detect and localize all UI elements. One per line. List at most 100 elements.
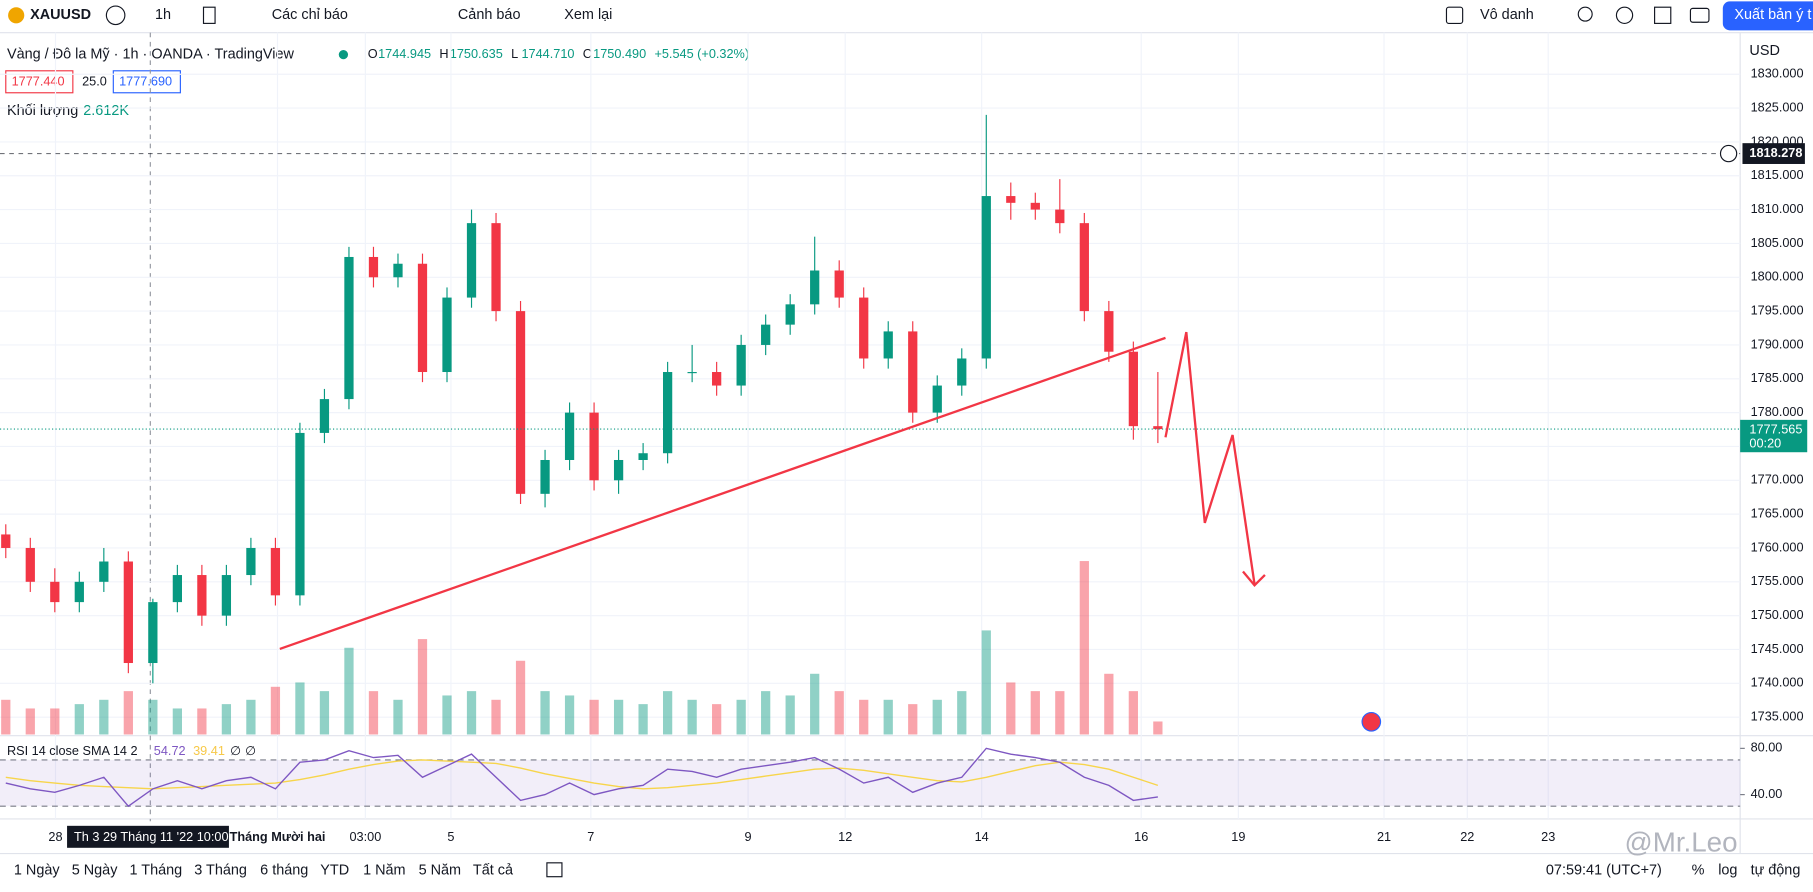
plot	[0, 32, 1745, 819]
range-button[interactable]: 1 Tháng	[130, 863, 183, 879]
auto-toggle[interactable]: tự động	[1751, 863, 1801, 879]
range-button[interactable]: 5 Ngày	[72, 863, 119, 879]
candle-body	[883, 331, 893, 359]
candle-body	[25, 547, 35, 582]
last-price-label: 1777.565	[1749, 422, 1802, 437]
candle-body	[466, 223, 477, 298]
x-tick-label: 19	[1231, 829, 1245, 844]
rsi-sma-line	[5, 759, 1159, 790]
rsi-band	[0, 759, 1741, 807]
percent-toggle[interactable]: %	[1692, 863, 1705, 879]
volume-bar	[1104, 673, 1114, 735]
volume-bar	[466, 691, 477, 735]
y-tick-label: 1740.000	[1751, 675, 1804, 690]
volume-bar	[1, 699, 11, 735]
x-tick-label: 03:00	[349, 829, 381, 844]
trend-line[interactable]	[279, 336, 1166, 651]
ohlc-key: H	[439, 46, 448, 61]
y-tick-label: 1830.000	[1751, 66, 1804, 81]
rsi-legend-value: ∅	[245, 743, 256, 758]
volume-bar	[540, 691, 550, 735]
ohlc-legend: O 1744.945 H 1750.635 L 1744.710 C 1750.490 +5.5…	[368, 46, 749, 61]
volume-bar	[957, 691, 967, 735]
range-button[interactable]: 6 tháng	[260, 863, 308, 879]
fullscreen[interactable]	[1654, 6, 1672, 24]
replay[interactable]: Xem lại	[564, 7, 612, 23]
candle-body	[736, 344, 746, 386]
x-tick-label: 12	[838, 829, 852, 844]
x-tick-label: 5	[447, 829, 454, 844]
candle-body	[908, 331, 918, 413]
settings[interactable]	[1615, 6, 1634, 24]
publish-label[interactable]: Xuất bản ý t	[1734, 7, 1811, 23]
range-button[interactable]: Tất cả	[473, 863, 514, 879]
range-button[interactable]: 3 Tháng	[194, 863, 247, 879]
volume-bar	[981, 630, 991, 735]
ohlc-value: 1750.635	[450, 46, 503, 61]
volume-bar	[589, 699, 599, 735]
snapshot[interactable]	[1689, 7, 1710, 23]
layout-name[interactable]: Vô danh	[1480, 7, 1534, 23]
currency[interactable]: USD	[1749, 43, 1779, 59]
candle-body	[1006, 196, 1016, 203]
spread: 25.0	[82, 74, 107, 89]
candle-body	[1055, 209, 1065, 224]
countdown: 00:20	[1749, 435, 1781, 450]
event-flag[interactable]	[1361, 711, 1382, 732]
indicators[interactable]: Các chỉ báo	[272, 7, 348, 23]
volume-bar	[736, 699, 746, 735]
y-tick-label: 1745.000	[1751, 641, 1804, 656]
chart-type[interactable]	[202, 6, 216, 24]
volume-bar	[270, 686, 281, 735]
candle-body	[761, 324, 771, 345]
y-tick-label: 1755.000	[1751, 573, 1804, 588]
projection-arrow[interactable]	[1164, 331, 1256, 585]
price-line-box	[1742, 143, 1805, 164]
log-toggle[interactable]: log	[1718, 863, 1737, 879]
volume-bar	[515, 660, 526, 735]
ask-box[interactable]	[112, 70, 181, 94]
candle-body	[589, 412, 599, 481]
add-symbol[interactable]	[105, 5, 126, 26]
x-tick-label: 22	[1460, 829, 1474, 844]
volume-bar	[172, 708, 182, 735]
candle-body	[344, 256, 354, 400]
y-tick-label: 1765.000	[1751, 505, 1804, 520]
volume-bar	[1128, 691, 1138, 735]
candle-body	[99, 561, 109, 582]
y-tick-label: 1780.000	[1751, 404, 1804, 419]
candle-body	[638, 453, 648, 460]
x-tick-label: Tháng Mười hai	[230, 829, 326, 844]
change: +5.545 (+0.32%)	[654, 46, 749, 61]
range-button[interactable]: 5 Năm	[419, 863, 462, 879]
volume-bar	[1153, 721, 1163, 735]
volume-bar	[761, 691, 771, 735]
candle-body	[834, 270, 844, 298]
watermark: @Mr.Leo	[1625, 827, 1738, 858]
alert[interactable]: Cảnh báo	[458, 7, 521, 23]
publish-button[interactable]	[1722, 1, 1813, 31]
ohlc-value: 1750.490	[593, 46, 646, 61]
ohlc-value: 1744.945	[378, 46, 431, 61]
toolbar: XAUUSD 1h Các chỉ báo Cảnh báo Xem lại V…	[0, 1, 1813, 34]
range-button[interactable]: 1 Năm	[363, 863, 406, 879]
range-button[interactable]: YTD	[320, 863, 349, 879]
y-tick-label: 1785.000	[1751, 370, 1804, 385]
candle-body	[981, 196, 991, 359]
search[interactable]	[1577, 6, 1593, 22]
rsi-legend-value: 54.72	[154, 743, 186, 758]
symbol[interactable]: XAUUSD	[30, 7, 91, 23]
volume-bar	[785, 695, 795, 735]
symbol-icon	[8, 7, 25, 24]
market-status	[338, 49, 349, 60]
volume-bar	[344, 647, 354, 735]
range-button[interactable]: 1 Ngày	[14, 863, 61, 879]
candle-body	[613, 459, 624, 481]
rsi-tick-label: 80.00	[1751, 740, 1783, 755]
interval[interactable]: 1h	[155, 7, 171, 23]
volume-bar	[25, 708, 35, 735]
date-range-icon[interactable]	[546, 862, 563, 878]
price-line-plus[interactable]	[1719, 144, 1738, 163]
ohlc-key: C	[583, 46, 592, 61]
rsi-tick-label: 40.00	[1751, 786, 1783, 801]
